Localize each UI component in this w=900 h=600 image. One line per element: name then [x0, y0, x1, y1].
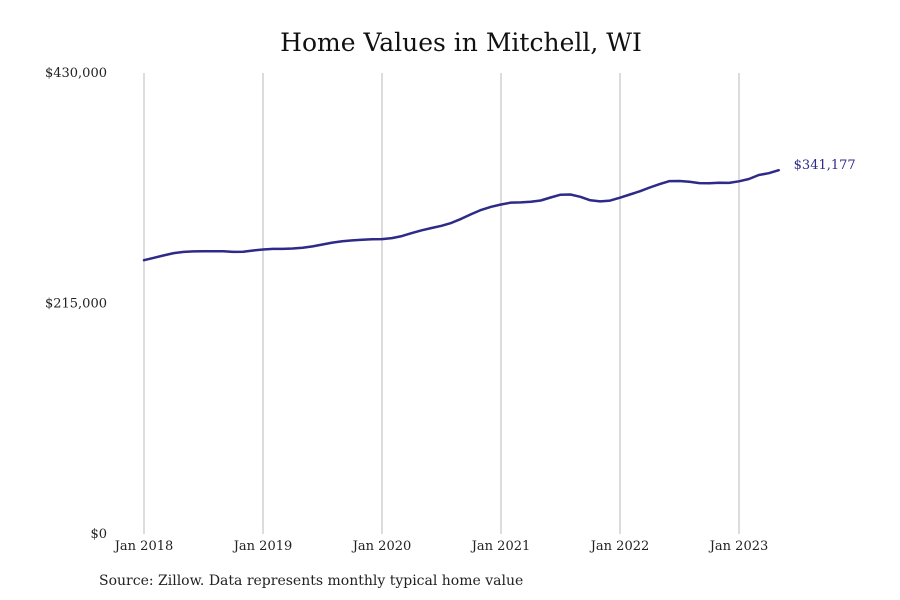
x-tick-label: Jan 2021 — [470, 539, 531, 554]
y-tick-label: $0 — [90, 527, 107, 542]
x-tick-label: Jan 2018 — [113, 539, 174, 554]
x-axis-ticks: Jan 2018 Jan 2019 Jan 2020 Jan 2021 Jan 2022… — [113, 539, 769, 554]
y-tick-label: $215,000 — [45, 297, 107, 312]
x-tick-label: Jan 2023 — [708, 539, 769, 554]
chart-title: Home Values in Mitchell, WI — [280, 28, 642, 57]
end-value-label: $341,177 — [794, 158, 856, 173]
y-axis-ticks: $430,000 $215,000 $0 — [45, 66, 107, 542]
x-tick-label: Jan 2020 — [351, 539, 412, 554]
x-tick-label: Jan 2019 — [232, 539, 293, 554]
x-tick-label: Jan 2022 — [589, 539, 650, 554]
source-note: Source: Zillow. Data represents monthly … — [99, 573, 524, 589]
series-line — [142, 168, 780, 262]
series: $341,177 — [142, 158, 856, 262]
y-tick-label: $430,000 — [45, 66, 107, 81]
gridlines — [143, 73, 740, 534]
